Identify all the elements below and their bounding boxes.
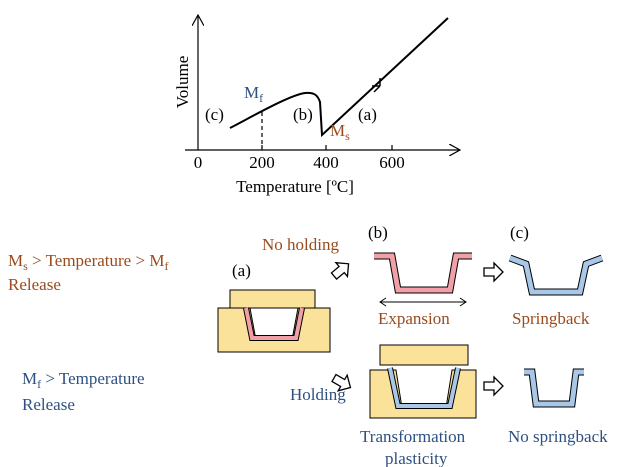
label: (c) — [510, 223, 529, 242]
label: No holding — [262, 235, 339, 254]
label: Springback — [512, 309, 590, 328]
label: (a) — [232, 261, 251, 280]
label: (b) — [293, 105, 313, 124]
tick-label: 0 — [194, 153, 203, 172]
label: (a) — [358, 105, 377, 124]
tick-label: 200 — [249, 153, 275, 172]
graph — [185, 15, 460, 150]
x-label: Temperature [ºC] — [236, 177, 354, 196]
condition: Ms > Temperature > Mf — [8, 251, 168, 273]
die-a — [218, 290, 330, 352]
label: No springback — [508, 427, 608, 446]
label: (c) — [205, 105, 224, 124]
label: Holding — [290, 385, 346, 404]
ms-label: Ms — [330, 121, 350, 143]
part-c — [510, 258, 602, 292]
condition: Release — [8, 275, 61, 294]
part-b — [374, 256, 472, 306]
condition: Release — [22, 395, 75, 414]
curve — [230, 18, 448, 135]
label: Transformation — [360, 427, 466, 446]
label: plasticity — [385, 449, 448, 467]
y-label: Volume — [173, 56, 192, 109]
diagram: Volume 0 200 400 600 Temperature [ºC] (c… — [0, 0, 643, 467]
tick-label: 600 — [379, 153, 405, 172]
mf-label: Mf — [244, 83, 263, 105]
label: (b) — [368, 223, 388, 242]
die-holding — [370, 345, 476, 418]
condition: Mf > Temperature — [22, 369, 145, 391]
label: Expansion — [378, 309, 450, 328]
part-d — [524, 372, 584, 404]
tick-label: 400 — [313, 153, 339, 172]
